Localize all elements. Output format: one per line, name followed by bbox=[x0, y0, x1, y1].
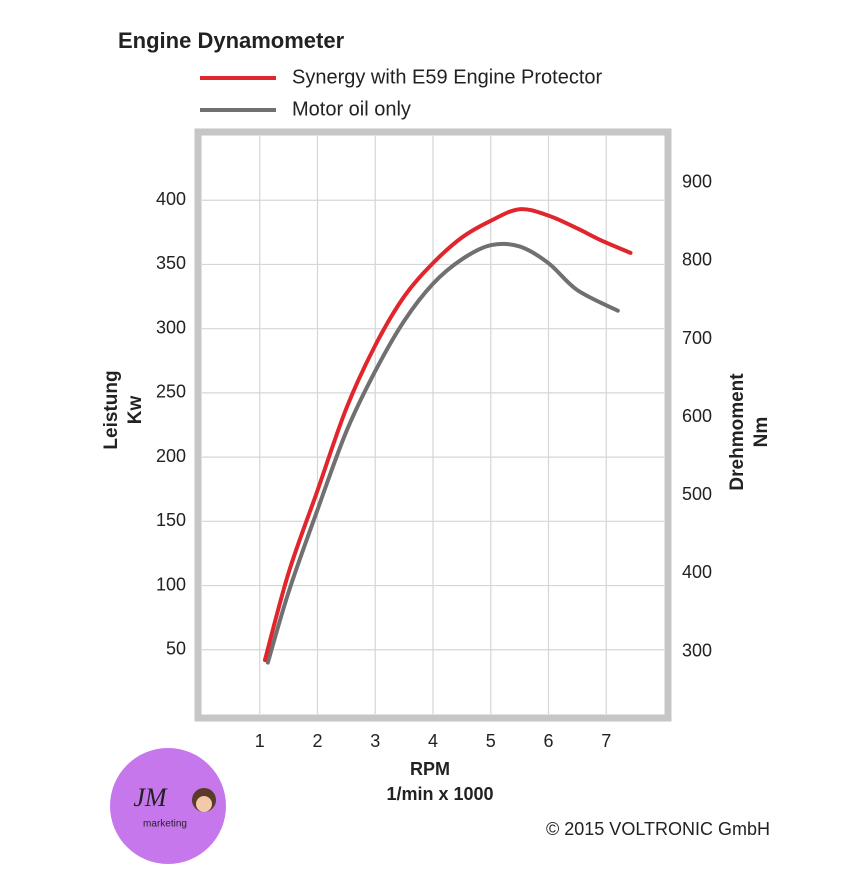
y2-tick-label: 400 bbox=[682, 562, 712, 582]
legend-label: Motor oil only bbox=[292, 98, 411, 120]
y-tick-label: 150 bbox=[156, 510, 186, 530]
y2-tick-label: 800 bbox=[682, 250, 712, 270]
y2-axis-unit: Nm bbox=[751, 417, 772, 448]
y2-tick-label: 600 bbox=[682, 406, 712, 426]
y-axis-unit: Kw bbox=[125, 396, 146, 425]
y2-tick-label: 900 bbox=[682, 172, 712, 192]
chart-title: Engine Dynamometer bbox=[118, 28, 345, 53]
y-tick-label: 250 bbox=[156, 382, 186, 402]
legend-label: Synergy with E59 Engine Protector bbox=[292, 66, 603, 88]
x-tick-label: 7 bbox=[601, 731, 611, 751]
data-line bbox=[262, 207, 633, 663]
plot-frame bbox=[194, 128, 672, 722]
y-tick-label: 350 bbox=[156, 253, 186, 273]
data-line bbox=[265, 241, 620, 665]
x-tick-label: 3 bbox=[370, 731, 380, 751]
y-tick-label: 200 bbox=[156, 446, 186, 466]
x-tick-label: 4 bbox=[428, 731, 438, 751]
x-tick-label: 5 bbox=[486, 731, 496, 751]
logo-circle bbox=[110, 748, 226, 864]
y-tick-label: 300 bbox=[156, 317, 186, 337]
y2-axis-label: Drehmoment bbox=[727, 373, 748, 491]
y-axis-label: Leistung bbox=[101, 370, 122, 449]
y2-tick-label: 500 bbox=[682, 484, 712, 504]
x-tick-label: 1 bbox=[255, 731, 265, 751]
y2-tick-label: 700 bbox=[682, 328, 712, 348]
y-tick-label: 50 bbox=[166, 639, 186, 659]
y2-tick-label: 300 bbox=[682, 640, 712, 660]
logo-subtext: marketing bbox=[143, 819, 187, 830]
y-tick-label: 100 bbox=[156, 574, 186, 594]
x-axis-unit: 1/min x 1000 bbox=[386, 784, 493, 804]
y-tick-label: 400 bbox=[156, 189, 186, 209]
copyright: © 2015 VOLTRONIC GmbH bbox=[546, 819, 770, 839]
x-axis-label: RPM bbox=[410, 759, 450, 779]
x-tick-label: 2 bbox=[312, 731, 322, 751]
logo-avatar-face bbox=[196, 796, 212, 812]
x-tick-label: 6 bbox=[543, 731, 553, 751]
logo-text: JM bbox=[133, 783, 168, 812]
